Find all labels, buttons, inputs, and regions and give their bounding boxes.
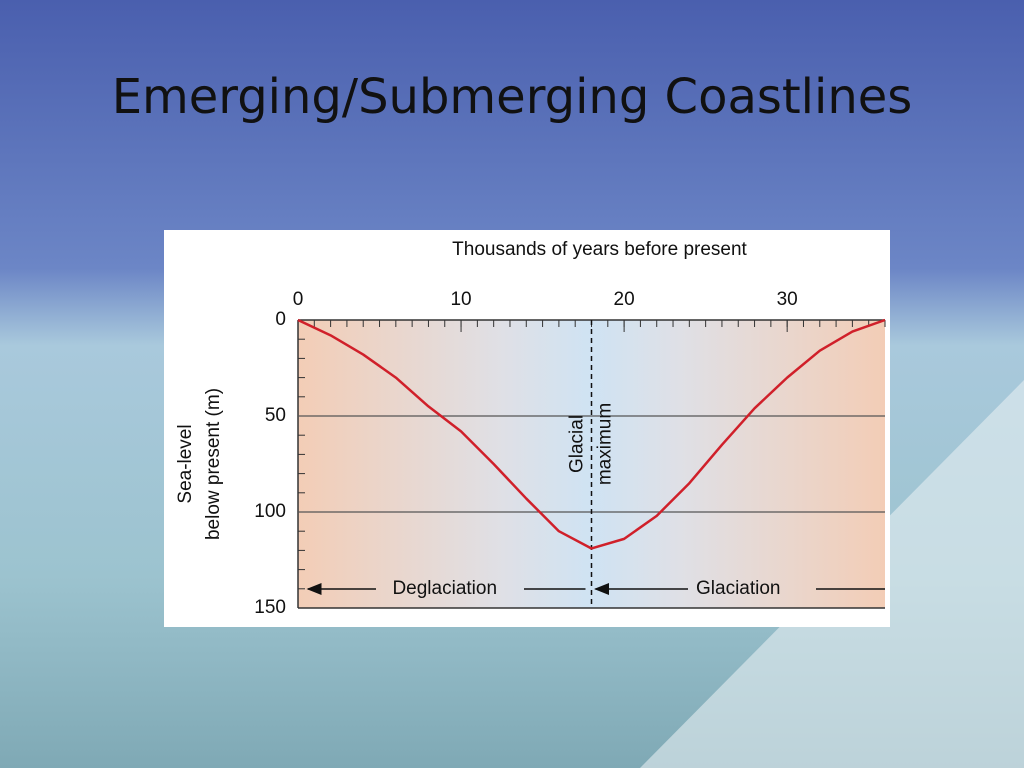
x-tick-label: 30 bbox=[777, 289, 798, 310]
y-axis-label: Sea-level bbox=[175, 424, 196, 503]
y-tick-label: 100 bbox=[254, 501, 286, 522]
y-tick-label: 0 bbox=[275, 309, 286, 330]
annotation: Deglaciation bbox=[392, 578, 497, 599]
y-tick-label: 150 bbox=[254, 597, 286, 618]
annotation: maximum bbox=[595, 403, 616, 485]
x-axis-label: Thousands of years before present bbox=[452, 239, 747, 260]
annotation: Glacial bbox=[567, 415, 588, 473]
x-tick-label: 10 bbox=[450, 289, 471, 310]
chart: 0 10 20 30 0 50 100 150 Thousands of years befor… bbox=[175, 239, 886, 618]
sea-level-line bbox=[297, 318, 886, 550]
y-axis-label: below present (m) bbox=[203, 388, 224, 540]
y-tick-label: 50 bbox=[265, 405, 286, 426]
x-tick-label: 0 bbox=[293, 289, 304, 310]
annotation: Glaciation bbox=[696, 578, 781, 599]
x-tick-label: 20 bbox=[614, 289, 635, 310]
slide-title: Emerging/Submerging Coastlines bbox=[112, 69, 913, 125]
